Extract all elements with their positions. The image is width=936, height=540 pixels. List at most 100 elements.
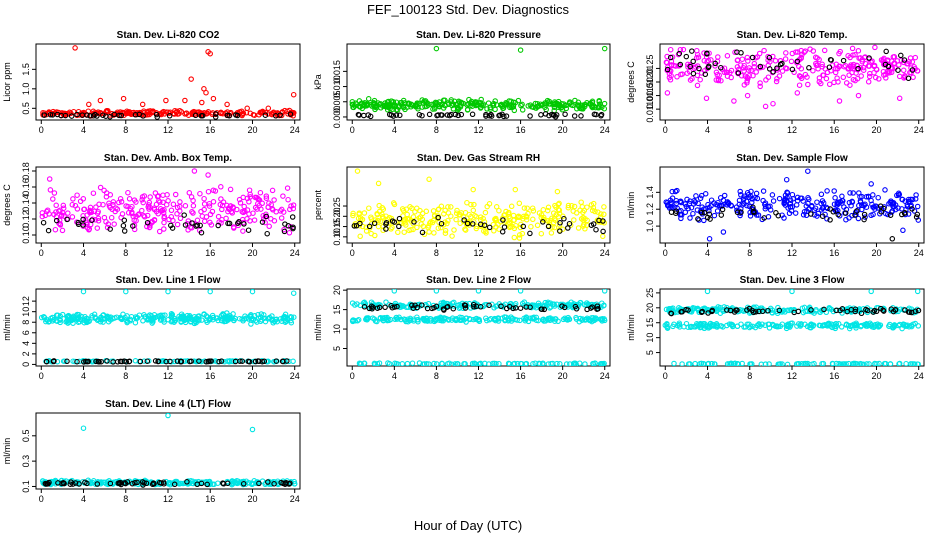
data-point (426, 229, 432, 235)
data-point (139, 101, 146, 108)
data-point (207, 316, 213, 322)
data-point (753, 69, 759, 75)
panel-2: Stan. Dev. Li-820 Pressure kPa 0 4 8 12 16 20 24… (313, 30, 611, 135)
data-point (163, 97, 169, 104)
data-point (265, 479, 271, 485)
data-point (277, 316, 284, 322)
data-point (56, 217, 63, 224)
data-point (290, 202, 297, 208)
data-point (84, 112, 90, 118)
data-point (851, 360, 857, 366)
data-point (441, 211, 447, 217)
x-tick-label: 12 (787, 371, 797, 381)
data-point (747, 213, 754, 219)
data-point (470, 301, 477, 308)
x-tick-label: 0 (39, 494, 44, 504)
data-point (392, 360, 398, 366)
data-point (555, 318, 561, 325)
data-point (563, 361, 570, 366)
x-tick-label: 12 (163, 125, 173, 135)
data-point (251, 217, 258, 223)
data-point (750, 72, 756, 79)
data-point (248, 312, 254, 318)
data-point (76, 481, 82, 487)
data-point (481, 228, 487, 234)
data-point (793, 49, 799, 55)
data-point (236, 196, 243, 203)
data-point (190, 210, 196, 216)
data-point (426, 176, 432, 183)
y-axis-label: degrees C (2, 184, 12, 226)
data-point (164, 192, 170, 198)
data-point (199, 99, 205, 106)
data-point (818, 191, 825, 198)
data-point (796, 63, 802, 70)
data-point (565, 225, 571, 231)
data-point (803, 203, 810, 209)
y-tick-label: 20 (332, 285, 342, 295)
data-point (62, 112, 69, 119)
data-point (839, 306, 846, 312)
x-tick-label: 0 (350, 371, 355, 381)
data-point (678, 215, 684, 222)
data-point (264, 230, 270, 237)
data-point (378, 105, 384, 111)
data-point (396, 223, 402, 230)
data-point (804, 208, 810, 215)
data-point (674, 187, 680, 194)
data-point (892, 307, 899, 313)
data-point (751, 64, 757, 70)
data-point (600, 302, 607, 309)
data-point (738, 50, 744, 56)
data-point (290, 91, 297, 98)
data-point (132, 358, 139, 364)
data-point (671, 360, 677, 366)
data-point (878, 209, 884, 215)
data-point (749, 361, 755, 366)
data-point (871, 323, 878, 329)
data-point (154, 114, 160, 120)
panel-1: Stan. Dev. Li-820 CO2 Licor ppm 0 4 8 12 16 20 2… (2, 30, 301, 135)
data-point (62, 358, 68, 364)
y-tick-label: 0.12 (21, 210, 31, 228)
data-point (551, 215, 558, 222)
data-point (694, 51, 701, 58)
data-point (290, 290, 297, 296)
data-point (847, 190, 853, 196)
data-point (551, 224, 558, 231)
y-tick-label: 1.5 (21, 63, 31, 76)
data-point (882, 61, 889, 68)
data-point (108, 214, 115, 221)
data-point (704, 50, 710, 56)
data-point (909, 196, 916, 203)
data-point (755, 212, 762, 218)
data-point (886, 68, 892, 75)
data-point (411, 219, 417, 225)
data-point (177, 199, 183, 205)
data-point (353, 222, 360, 229)
data-point (166, 113, 173, 119)
data-point (705, 64, 712, 71)
y-tick-label: 0.010 (332, 75, 342, 98)
data-point (724, 322, 730, 329)
data-point (182, 203, 189, 209)
data-point (730, 323, 736, 329)
data-point (380, 206, 387, 212)
data-point (600, 228, 606, 235)
data-point (789, 66, 796, 73)
data-point (445, 100, 451, 106)
data-point (224, 101, 230, 108)
data-point (398, 316, 404, 323)
data-point (206, 481, 213, 488)
data-point (106, 200, 112, 207)
data-point (577, 299, 584, 306)
data-point (519, 101, 525, 108)
data-point (196, 358, 202, 364)
data-point (782, 56, 789, 62)
data-point (881, 72, 887, 78)
data-point (738, 209, 744, 215)
data-point (842, 210, 849, 216)
data-point (664, 66, 671, 73)
data-point (94, 481, 101, 487)
data-point (464, 220, 471, 227)
